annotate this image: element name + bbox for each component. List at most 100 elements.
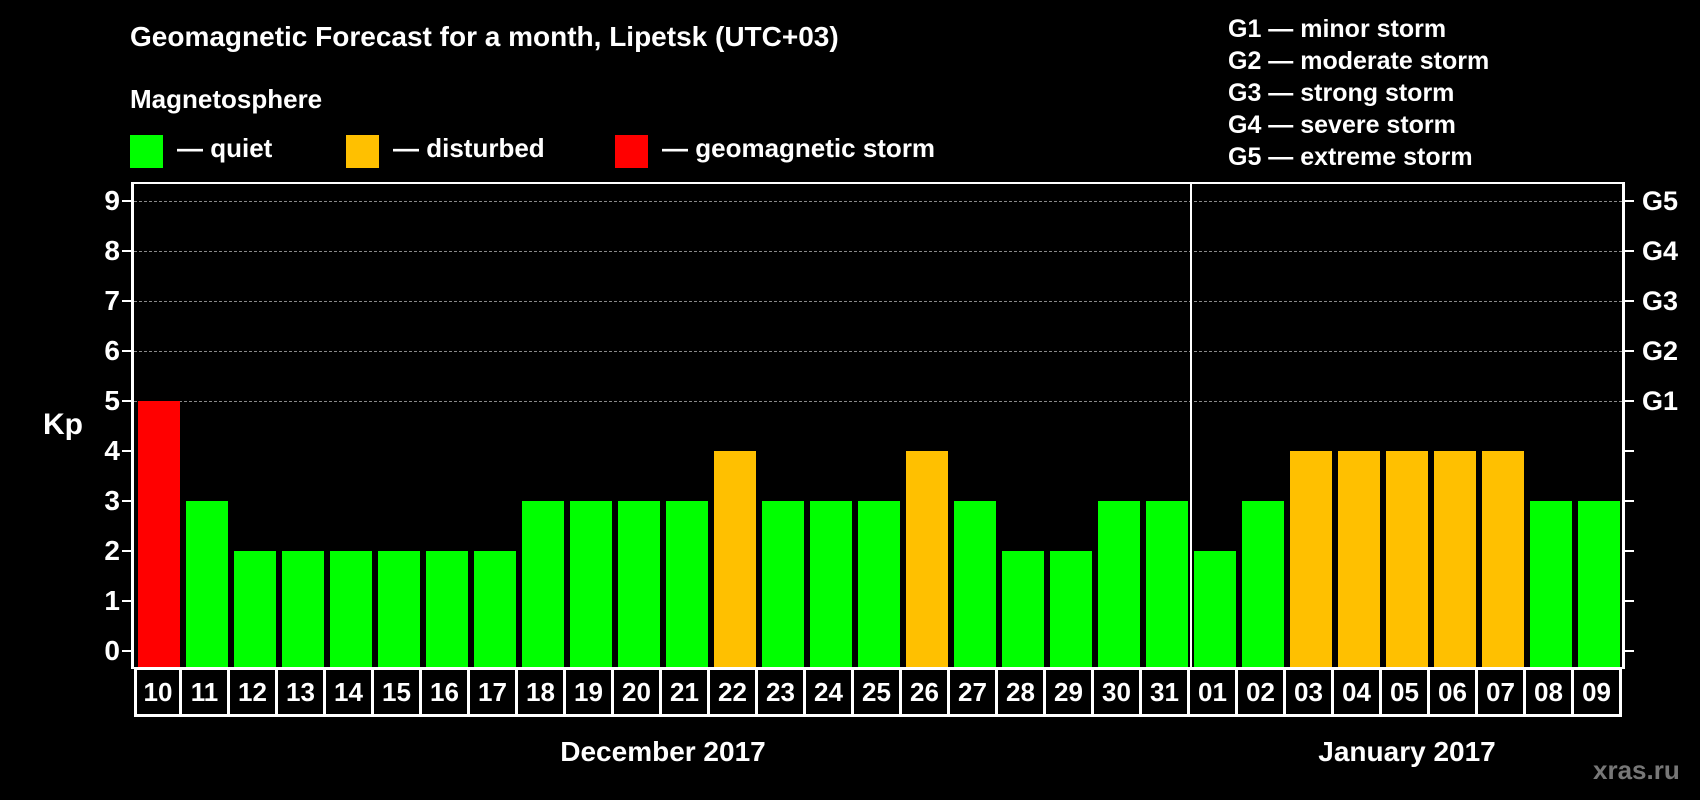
right-tick bbox=[1625, 200, 1634, 202]
right-tick bbox=[1625, 650, 1634, 652]
bar-21 bbox=[666, 501, 708, 668]
g-level-label-g4: G4 bbox=[1642, 236, 1679, 266]
bar-07 bbox=[1482, 451, 1524, 668]
y-tick bbox=[122, 550, 131, 552]
y-tick-label: 7 bbox=[104, 285, 120, 316]
bar-29 bbox=[1050, 551, 1092, 668]
legend-swatch-disturbed bbox=[346, 135, 379, 168]
date-label-24: 24 bbox=[806, 670, 854, 714]
gridline-5 bbox=[134, 401, 1622, 402]
bar-27 bbox=[954, 501, 996, 668]
y-tick-label: 5 bbox=[104, 385, 120, 416]
bar-03 bbox=[1290, 451, 1332, 668]
y-tick bbox=[122, 350, 131, 352]
bar-14 bbox=[330, 551, 372, 668]
right-tick bbox=[1625, 300, 1634, 302]
bar-05 bbox=[1386, 451, 1428, 668]
month-label: January 2017 bbox=[1318, 736, 1496, 767]
g-legend-g5: G5 — extreme storm bbox=[1228, 143, 1473, 171]
gridline-7 bbox=[134, 301, 1622, 302]
gridline-9 bbox=[134, 201, 1622, 202]
y-tick bbox=[122, 200, 131, 202]
gridline-8 bbox=[134, 251, 1622, 252]
date-label-02: 02 bbox=[1238, 670, 1286, 714]
bar-02 bbox=[1242, 501, 1284, 668]
y-tick bbox=[122, 400, 131, 402]
y-tick-label: 6 bbox=[104, 335, 120, 366]
bar-01 bbox=[1194, 551, 1236, 668]
bar-31 bbox=[1146, 501, 1188, 668]
bar-15 bbox=[378, 551, 420, 668]
y-tick bbox=[122, 500, 131, 502]
bar-11 bbox=[186, 501, 228, 668]
date-label-22: 22 bbox=[710, 670, 758, 714]
bar-23 bbox=[762, 501, 804, 668]
date-label-04: 04 bbox=[1334, 670, 1382, 714]
date-label-08: 08 bbox=[1526, 670, 1574, 714]
date-label-30: 30 bbox=[1094, 670, 1142, 714]
y-tick-label: 3 bbox=[104, 485, 120, 516]
y-tick-label: 4 bbox=[104, 435, 120, 466]
y-tick-label: 1 bbox=[104, 585, 120, 616]
bar-10 bbox=[138, 401, 180, 668]
g-level-label-g2: G2 bbox=[1642, 336, 1679, 366]
right-tick bbox=[1625, 350, 1634, 352]
date-label-18: 18 bbox=[518, 670, 566, 714]
date-label-20: 20 bbox=[614, 670, 662, 714]
bar-25 bbox=[858, 501, 900, 668]
date-label-10: 10 bbox=[137, 670, 182, 714]
date-label-11: 11 bbox=[182, 670, 230, 714]
bar-04 bbox=[1338, 451, 1380, 668]
right-tick bbox=[1625, 250, 1634, 252]
date-label-16: 16 bbox=[422, 670, 470, 714]
bar-30 bbox=[1098, 501, 1140, 668]
y-tick-label: 0 bbox=[104, 635, 120, 666]
month-divider bbox=[1190, 182, 1192, 669]
right-tick bbox=[1625, 600, 1634, 602]
gridline-6 bbox=[134, 351, 1622, 352]
legend-label-quiet: — quiet bbox=[177, 133, 273, 163]
y-tick-label: 2 bbox=[104, 535, 120, 566]
legend-swatch-storm bbox=[615, 135, 648, 168]
g-legend-g4: G4 — severe storm bbox=[1228, 111, 1456, 139]
date-label-28: 28 bbox=[998, 670, 1046, 714]
date-label-07: 07 bbox=[1478, 670, 1526, 714]
date-label-19: 19 bbox=[566, 670, 614, 714]
legend-label-storm: — geomagnetic storm bbox=[662, 133, 936, 163]
bar-06 bbox=[1434, 451, 1476, 668]
legend-label-disturbed: — disturbed bbox=[393, 133, 545, 163]
bar-28 bbox=[1002, 551, 1044, 668]
right-tick bbox=[1625, 400, 1634, 402]
date-label-25: 25 bbox=[854, 670, 902, 714]
bar-20 bbox=[618, 501, 660, 668]
chart-title: Geomagnetic Forecast for a month, Lipets… bbox=[130, 21, 839, 52]
g-scale-legend: G1 — minor storm G2 — moderate storm G3 … bbox=[1228, 13, 1489, 173]
y-tick-label: 8 bbox=[104, 235, 120, 266]
date-label-23: 23 bbox=[758, 670, 806, 714]
date-label-17: 17 bbox=[470, 670, 518, 714]
date-label-09: 09 bbox=[1574, 670, 1622, 714]
right-tick bbox=[1625, 450, 1634, 452]
right-tick bbox=[1625, 550, 1634, 552]
date-label-21: 21 bbox=[662, 670, 710, 714]
bar-08 bbox=[1530, 501, 1572, 668]
date-label-06: 06 bbox=[1430, 670, 1478, 714]
bar-18 bbox=[522, 501, 564, 668]
date-label-03: 03 bbox=[1286, 670, 1334, 714]
bar-19 bbox=[570, 501, 612, 668]
legend-heading: Magnetosphere bbox=[130, 84, 323, 114]
date-label-12: 12 bbox=[230, 670, 278, 714]
y-axis-label: Kp bbox=[43, 408, 83, 441]
y-tick-label: 9 bbox=[104, 185, 120, 216]
bar-13 bbox=[282, 551, 324, 668]
y-tick bbox=[122, 450, 131, 452]
right-tick bbox=[1625, 500, 1634, 502]
date-label-26: 26 bbox=[902, 670, 950, 714]
bar-17 bbox=[474, 551, 516, 668]
bar-24 bbox=[810, 501, 852, 668]
g-level-label-g3: G3 bbox=[1642, 286, 1679, 316]
watermark: xras.ru bbox=[1593, 755, 1680, 785]
date-label-14: 14 bbox=[326, 670, 374, 714]
date-label-15: 15 bbox=[374, 670, 422, 714]
month-label: December 2017 bbox=[560, 736, 766, 767]
